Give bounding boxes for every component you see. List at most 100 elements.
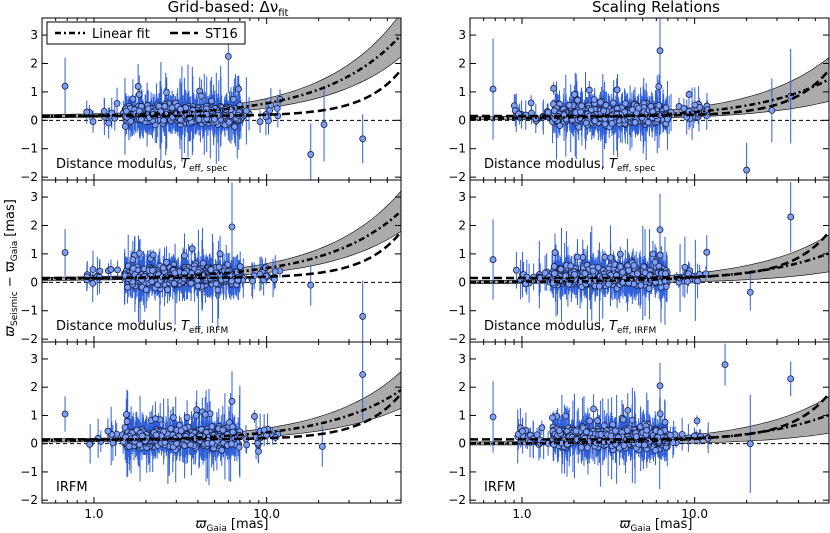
data-point: [61, 82, 69, 90]
panel: [42, 342, 401, 486]
data-point: [691, 101, 699, 109]
data-point: [251, 413, 258, 420]
data-point: [215, 263, 223, 271]
column-title-sub: fit: [278, 8, 288, 19]
data-point: [664, 115, 671, 123]
y-tick-label: 2: [30, 56, 38, 70]
data-point: [254, 439, 262, 447]
column-title-scaling-relations: Scaling Relations: [592, 0, 720, 16]
data-point: [127, 117, 135, 125]
data-point: [228, 277, 236, 285]
data-point: [121, 122, 129, 130]
data-point: [163, 258, 170, 266]
data-point: [597, 98, 604, 106]
data-point: [142, 286, 150, 294]
xlabel-unit: [mas]: [655, 517, 693, 532]
data-point: [137, 115, 145, 123]
data-point: [307, 281, 315, 289]
data-point: [600, 107, 608, 115]
xlabel-symbol: ϖ: [620, 517, 632, 532]
ylabel-unit: [mas]: [3, 199, 18, 237]
data-point: [104, 427, 112, 435]
y-tick-label: 3: [458, 28, 466, 42]
data-point: [124, 283, 131, 291]
data-point: [359, 371, 367, 378]
data-point: [122, 107, 130, 115]
y-tick-label: 2: [458, 56, 466, 70]
panel: [470, 181, 829, 331]
data-point: [199, 259, 207, 267]
ylabel-mid: − ϖ: [3, 261, 18, 291]
data-point: [201, 411, 209, 418]
data-point: [602, 101, 610, 109]
data-point: [578, 102, 585, 110]
y-tick-label: −1: [20, 142, 38, 156]
data-point: [214, 286, 222, 294]
data-point: [135, 91, 143, 98]
data-point: [225, 118, 233, 126]
data-point: [655, 101, 663, 109]
y-tick-label: −2: [448, 170, 466, 184]
y-tick-label: 0: [30, 113, 38, 127]
data-point: [168, 104, 176, 112]
data-point: [631, 119, 639, 126]
data-point: [318, 443, 326, 450]
data-point: [187, 279, 195, 287]
data-point: [591, 117, 599, 125]
data-point: [125, 442, 133, 450]
y-tick-label: 0: [458, 113, 466, 127]
y-tick-label: 1: [458, 85, 466, 99]
data-point: [129, 95, 137, 103]
y-tick-label: −2: [20, 332, 38, 346]
data-point: [218, 446, 226, 454]
data-point: [550, 107, 558, 115]
data-point: [164, 286, 171, 294]
data-point: [177, 105, 184, 113]
xlabel-sub: Gaia: [630, 524, 651, 533]
panel: [42, 182, 401, 342]
data-point: [207, 266, 215, 273]
data-point: [590, 96, 598, 104]
data-point: [621, 99, 629, 107]
data-point: [181, 252, 188, 259]
data-point: [609, 99, 617, 107]
data-point: [188, 245, 196, 253]
data-point: [171, 269, 179, 277]
column-title-grid-based: Grid-based: Δνfit: [168, 0, 289, 19]
data-point: [208, 423, 216, 430]
data-point: [585, 86, 593, 94]
data-point: [123, 418, 131, 425]
data-point: [197, 92, 205, 100]
data-point: [161, 102, 169, 110]
data-point: [243, 441, 251, 449]
data-point: [249, 277, 256, 285]
panel-label: IRFM: [56, 480, 88, 495]
linear-fit-curve: [42, 34, 401, 118]
panel-frame: [41, 179, 402, 343]
panel-frame: [41, 341, 402, 504]
ylabel-sub2: Gaia: [10, 241, 20, 262]
data-point: [577, 108, 585, 116]
data-point: [242, 107, 250, 115]
data-point: [271, 268, 279, 276]
xlabel-unit: [mas]: [231, 517, 269, 532]
data-point: [183, 414, 191, 421]
panel-label: Distance modulus, Teff, spec: [56, 157, 227, 174]
data-point: [662, 104, 670, 112]
data-point: [527, 99, 535, 107]
data-point: [608, 119, 616, 127]
data-point: [86, 440, 94, 448]
data-point: [230, 95, 237, 103]
data-point: [613, 86, 621, 94]
y-tick-label: −1: [448, 142, 466, 156]
y-tick-label: 1: [30, 247, 38, 261]
data-point: [655, 83, 663, 90]
data-point: [61, 410, 69, 418]
data-point: [571, 91, 578, 98]
data-point: [210, 115, 218, 123]
data-point: [105, 119, 113, 127]
data-point: [656, 47, 664, 55]
data-point: [680, 105, 688, 112]
data-point: [208, 439, 216, 447]
x-tick-label: 1.0: [84, 507, 103, 521]
